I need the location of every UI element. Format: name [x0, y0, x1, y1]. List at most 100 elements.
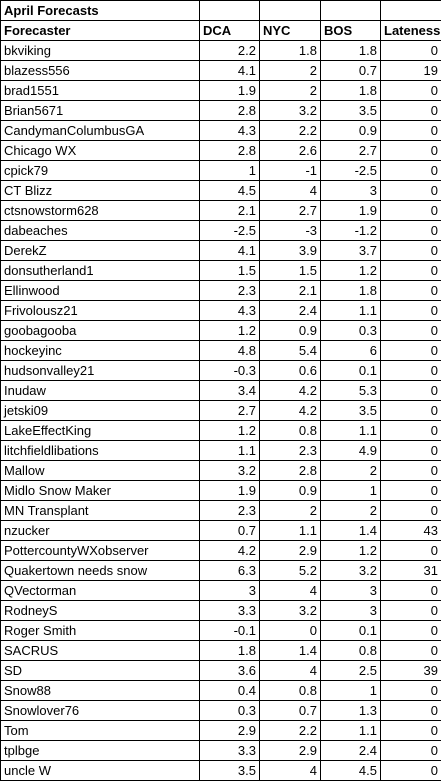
value-cell: 0	[380, 240, 441, 261]
value-cell: 0	[380, 160, 441, 181]
value-cell: 3.4	[199, 380, 260, 401]
forecaster-cell: CT Blizz	[0, 180, 200, 201]
forecaster-cell: brad1551	[0, 80, 200, 101]
value-cell: 2.7	[259, 200, 321, 221]
forecaster-cell: donsutherland1	[0, 260, 200, 281]
value-cell: 1.8	[320, 40, 381, 61]
value-cell: 0	[380, 400, 441, 421]
value-cell: 0	[380, 600, 441, 621]
value-cell: 3	[320, 600, 381, 621]
value-cell: 0	[380, 40, 441, 61]
value-cell: 3.7	[320, 240, 381, 261]
value-cell: 0.3	[199, 700, 260, 721]
value-cell: 0	[380, 220, 441, 241]
value-cell: 2.1	[199, 200, 260, 221]
value-cell: 3.3	[199, 600, 260, 621]
value-cell: 1.4	[259, 640, 321, 661]
value-cell: 3	[199, 580, 260, 601]
value-cell: 6	[320, 340, 381, 361]
value-cell: 0.6	[259, 360, 321, 381]
value-cell: 0	[380, 500, 441, 521]
forecaster-cell: Frivolousz21	[0, 300, 200, 321]
value-cell: 1	[320, 480, 381, 501]
value-cell: 2	[320, 460, 381, 481]
value-cell: 0	[380, 540, 441, 561]
value-cell: 2.1	[259, 280, 321, 301]
value-cell: 5.4	[259, 340, 321, 361]
value-cell: 4.3	[199, 120, 260, 141]
value-cell: -2.5	[320, 160, 381, 181]
value-cell: 0	[380, 260, 441, 281]
value-cell: 1	[199, 160, 260, 181]
value-cell: 2.4	[320, 740, 381, 761]
value-cell: 5.3	[320, 380, 381, 401]
value-cell: 1.1	[320, 300, 381, 321]
value-cell: 1.8	[320, 80, 381, 101]
value-cell: 3.2	[320, 560, 381, 581]
value-cell: 0	[380, 480, 441, 501]
value-cell: 0	[380, 420, 441, 441]
forecaster-cell: Roger Smith	[0, 620, 200, 641]
value-cell: -1	[259, 160, 321, 181]
value-cell: 4.1	[199, 240, 260, 261]
forecaster-cell: hockeyinc	[0, 340, 200, 361]
forecaster-cell: jetski09	[0, 400, 200, 421]
forecaster-cell: dabeaches	[0, 220, 200, 241]
value-cell: 4.2	[259, 380, 321, 401]
value-cell: 19	[380, 60, 441, 81]
value-cell: 0.9	[320, 120, 381, 141]
forecaster-cell: Snowlover76	[0, 700, 200, 721]
header-cell: BOS	[320, 20, 381, 41]
value-cell: 3.2	[259, 600, 321, 621]
value-cell: 0	[380, 680, 441, 701]
value-cell: 3.2	[259, 100, 321, 121]
value-cell: 1.8	[320, 280, 381, 301]
value-cell: 1.2	[320, 260, 381, 281]
forecaster-cell: PottercountyWXobserver	[0, 540, 200, 561]
value-cell: 0.1	[320, 360, 381, 381]
forecaster-cell: bkviking	[0, 40, 200, 61]
forecaster-cell: goobagooba	[0, 320, 200, 341]
value-cell: 1.1	[320, 420, 381, 441]
forecaster-cell: LakeEffectKing	[0, 420, 200, 441]
forecaster-cell: nzucker	[0, 520, 200, 541]
forecaster-cell: Tom	[0, 720, 200, 741]
value-cell: 0	[380, 180, 441, 201]
forecaster-cell: RodneyS	[0, 600, 200, 621]
value-cell: 0	[380, 700, 441, 721]
value-cell: 0.4	[199, 680, 260, 701]
value-cell: 1.9	[199, 480, 260, 501]
value-cell: 31	[380, 560, 441, 581]
value-cell: 1.5	[199, 260, 260, 281]
forecaster-cell: DerekZ	[0, 240, 200, 261]
value-cell: 2.7	[199, 400, 260, 421]
forecaster-cell: Chicago WX	[0, 140, 200, 161]
value-cell: 3.5	[199, 760, 260, 781]
empty-cell	[320, 0, 381, 21]
value-cell: 2.8	[199, 100, 260, 121]
value-cell: 0.9	[259, 480, 321, 501]
value-cell: 2	[320, 500, 381, 521]
value-cell: 0	[259, 620, 321, 641]
value-cell: 3.6	[199, 660, 260, 681]
sheet-title: April Forecasts	[0, 0, 200, 21]
value-cell: 0	[380, 460, 441, 481]
value-cell: 1.1	[320, 720, 381, 741]
value-cell: 2.9	[199, 720, 260, 741]
value-cell: 0	[380, 440, 441, 461]
empty-cell	[199, 0, 260, 21]
value-cell: 0	[380, 100, 441, 121]
value-cell: 2.3	[259, 440, 321, 461]
value-cell: 1.9	[320, 200, 381, 221]
value-cell: 4	[259, 180, 321, 201]
value-cell: 0	[380, 740, 441, 761]
value-cell: 4.9	[320, 440, 381, 461]
value-cell: 0	[380, 340, 441, 361]
value-cell: 0	[380, 360, 441, 381]
value-cell: 4.3	[199, 300, 260, 321]
value-cell: 2.8	[259, 460, 321, 481]
forecaster-cell: uncle W	[0, 760, 200, 781]
value-cell: 4.5	[199, 180, 260, 201]
value-cell: 0	[380, 760, 441, 781]
